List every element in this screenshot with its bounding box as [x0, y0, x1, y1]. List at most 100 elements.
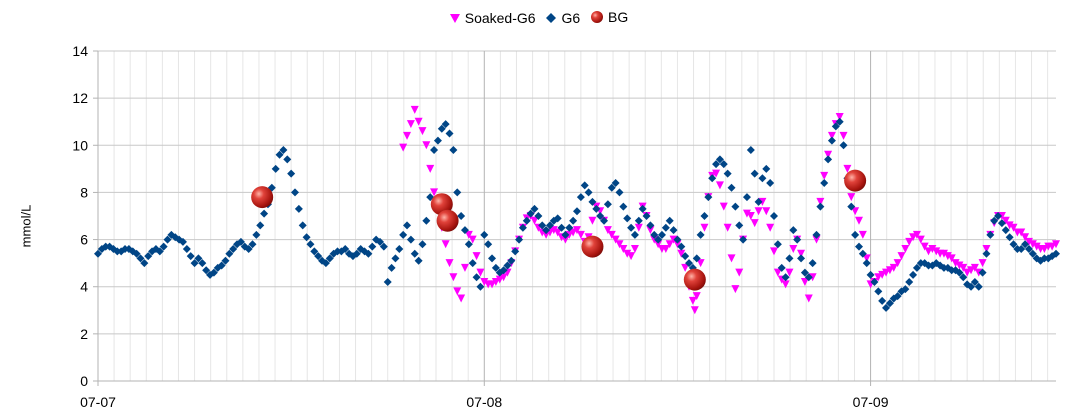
data-point-soaked	[800, 278, 809, 286]
data-point-g6	[758, 174, 767, 183]
data-point-g6	[190, 259, 199, 268]
data-point-g6	[657, 230, 666, 239]
y-tick-label: 2	[80, 326, 88, 342]
data-point-soaked	[690, 306, 699, 315]
data-point-soaked	[630, 245, 639, 253]
data-point-g6	[383, 278, 392, 286]
data-point-soaked	[982, 245, 991, 253]
data-point-g6	[491, 263, 500, 272]
data-point-g6	[619, 202, 628, 211]
data-point-soaked	[1048, 242, 1057, 251]
axes	[93, 50, 1056, 382]
data-point-soaked	[495, 275, 504, 284]
triangle-down-icon	[449, 14, 460, 23]
data-point-g6	[661, 223, 670, 232]
data-point-soaked	[403, 131, 412, 140]
data-point-g6	[271, 164, 280, 173]
data-point-g6	[827, 136, 836, 145]
data-point-g6	[623, 214, 632, 223]
data-point-bg	[430, 193, 453, 216]
data-point-g6	[314, 252, 323, 261]
data-point-g6	[194, 254, 203, 263]
data-point-g6	[302, 233, 311, 242]
data-point-g6	[515, 235, 524, 244]
data-point-soaked	[839, 131, 848, 140]
data-point-soaked	[576, 230, 585, 239]
data-point-g6	[746, 146, 755, 154]
legend-label-soaked: Soaked-G6	[464, 10, 536, 26]
data-point-g6	[685, 259, 694, 268]
data-point-g6	[669, 226, 678, 235]
data-point-g6	[692, 254, 701, 263]
data-point-soaked	[530, 216, 539, 225]
data-point-soaked	[742, 209, 751, 218]
data-point-g6	[731, 202, 740, 211]
data-point-g6	[681, 252, 690, 261]
data-point-soaked	[688, 296, 697, 305]
data-point-g6	[847, 202, 856, 211]
data-point-soaked	[727, 254, 736, 263]
data-point-soaked	[789, 245, 798, 253]
data-point-g6	[310, 247, 319, 256]
data-point-g6	[800, 268, 809, 277]
data-point-g6	[553, 214, 562, 223]
data-point-g6	[762, 164, 771, 173]
data-point-bg	[251, 186, 274, 209]
data-point-g6	[352, 249, 361, 258]
data-point-g6	[453, 188, 462, 197]
data-point-g6	[348, 252, 357, 261]
data-point-g6	[901, 285, 910, 294]
data-point-soaked	[422, 141, 431, 150]
data-point-g6	[909, 270, 918, 279]
data-point-soaked	[715, 181, 724, 190]
data-point-g6	[603, 200, 612, 209]
data-point-soaked	[750, 219, 759, 228]
y-tick-label: 6	[80, 232, 88, 248]
legend-item-bg: BG	[590, 9, 628, 25]
data-point-g6	[244, 245, 253, 253]
data-point-soaked	[754, 207, 763, 216]
data-point-g6	[646, 221, 655, 230]
data-point-soaked	[812, 235, 821, 244]
data-point-bg	[683, 268, 706, 291]
data-point-g6	[812, 230, 821, 239]
data-point-g6	[1005, 233, 1014, 242]
data-point-g6	[538, 221, 547, 230]
data-point-g6	[766, 179, 775, 187]
data-point-soaked	[901, 245, 910, 253]
data-point-g6	[499, 266, 508, 275]
data-point-g6	[607, 183, 616, 192]
data-point-bg	[581, 235, 604, 258]
data-point-soaked	[816, 197, 825, 206]
data-point-g6	[414, 256, 423, 265]
data-point-soaked	[445, 259, 454, 268]
data-point-g6	[464, 240, 473, 249]
data-point-g6	[403, 221, 412, 230]
data-point-g6	[588, 197, 597, 206]
data-point-soaked	[681, 263, 690, 272]
data-point-g6	[878, 296, 887, 305]
data-point-g6	[739, 235, 748, 244]
data-point-g6	[816, 202, 825, 211]
data-point-soaked	[499, 273, 508, 282]
data-point-soaked	[916, 235, 925, 244]
data-point-g6	[839, 141, 848, 150]
data-point-g6	[704, 193, 713, 202]
data-point-soaked	[627, 252, 636, 261]
data-point-soaked	[1001, 216, 1010, 225]
data-point-g6	[144, 252, 153, 261]
data-point-g6	[677, 242, 686, 251]
data-point-soaked	[654, 240, 663, 249]
data-point-soaked	[426, 164, 435, 173]
data-point-soaked	[735, 268, 744, 277]
data-point-soaked	[970, 263, 979, 272]
data-point-g6	[967, 282, 976, 291]
y-tick-label: 4	[80, 279, 88, 295]
data-point-g6	[719, 160, 728, 169]
data-point-soaked	[781, 280, 790, 289]
data-point-g6	[882, 303, 891, 312]
data-point-g6	[526, 209, 535, 218]
data-point-g6	[518, 223, 527, 232]
data-point-soaked	[912, 230, 921, 239]
data-point-g6	[341, 245, 350, 253]
